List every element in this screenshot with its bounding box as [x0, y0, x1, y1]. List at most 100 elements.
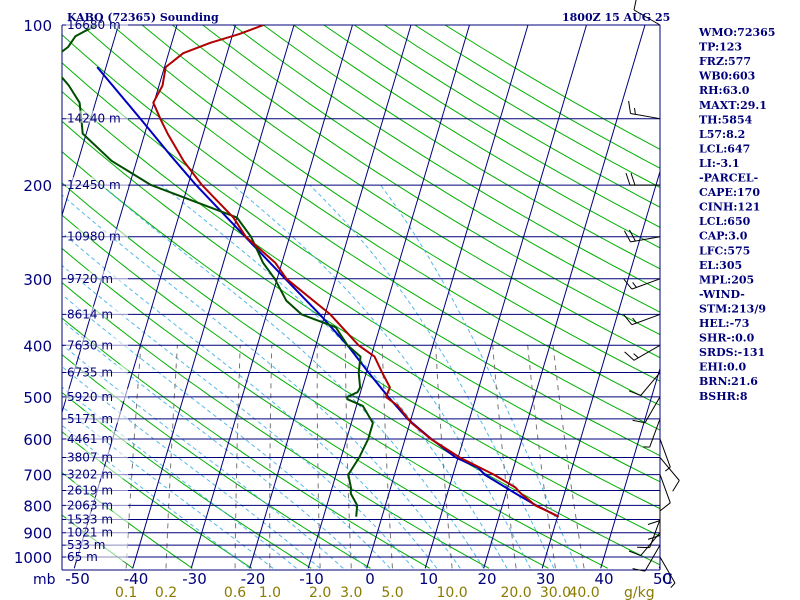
- barb-staff: [649, 519, 661, 548]
- isotherm-line: [132, 25, 295, 569]
- dry-adiabat: [62, 34, 660, 431]
- index-line: LCL:647: [699, 142, 750, 155]
- height-label: 5920 m: [67, 390, 113, 404]
- pressure-label: 1000: [14, 549, 52, 567]
- height-label-bg: [66, 537, 128, 550]
- height-label-bg: [66, 466, 128, 479]
- pressure-label: 100: [23, 17, 52, 35]
- dry-adiabat: [62, 62, 660, 457]
- index-line: BSHR:8: [699, 390, 748, 403]
- height-label: 8614 m: [67, 307, 113, 321]
- height-label-bg: [66, 306, 128, 319]
- height-label: 4461 m: [67, 432, 113, 446]
- height-label: 1021 m: [67, 526, 113, 540]
- index-line: CAPE:170: [699, 186, 760, 199]
- isotherm-line: [483, 25, 646, 569]
- mixing-ratio-label: 1.0: [259, 585, 281, 600]
- barb-flag: [647, 520, 661, 525]
- height-label: 1533 m: [67, 512, 113, 526]
- mixing-ratio-label: 30.0: [540, 585, 571, 600]
- height-label-bg: [66, 228, 128, 241]
- wind-barb: [647, 490, 661, 525]
- dry-adiabat: [202, 25, 660, 313]
- mixing-ratio-unit: g/kg: [624, 585, 655, 600]
- height-label-bg: [66, 270, 128, 283]
- wind-barb: [659, 438, 671, 472]
- wind-barb: [659, 474, 671, 511]
- moist-adiabat: [161, 184, 508, 569]
- barb-flag: [628, 100, 631, 114]
- height-label-bg: [66, 177, 128, 190]
- wind-barb: [632, 396, 661, 424]
- wind-barb: [623, 229, 661, 243]
- moist-adiabat: [100, 184, 485, 569]
- temperature-label: 40: [594, 570, 613, 588]
- index-line: FRZ:577: [699, 55, 751, 68]
- dry-adiabat: [62, 391, 312, 569]
- valid-time: 1800Z 15 AUG 25: [562, 11, 670, 24]
- barb-flag: [660, 502, 671, 511]
- wind-barb: [643, 418, 661, 448]
- height-label-bg: [66, 511, 128, 524]
- mixing-ratio-line: [527, 345, 556, 569]
- pressure-label: 800: [23, 497, 52, 515]
- index-line: STM:213/9: [699, 302, 766, 315]
- barb-half: [664, 466, 671, 472]
- temperature-trace: [152, 25, 560, 518]
- barb-staff: [630, 113, 661, 120]
- mixing-ratio-label: 10.0: [437, 585, 468, 600]
- dry-adiabat: [172, 25, 660, 336]
- barb-staff: [644, 544, 661, 572]
- height-label: 2619 m: [67, 484, 113, 498]
- mixing-ratio-line: [269, 345, 273, 569]
- wind-barb: [628, 372, 661, 396]
- temperature-label: -20: [241, 570, 266, 588]
- index-line: MAXT:29.1: [699, 99, 767, 112]
- wind-barb: [637, 519, 661, 549]
- index-line: WMO:72365: [698, 26, 775, 39]
- height-label: 12450 m: [67, 178, 121, 192]
- dry-adiabat: [62, 120, 660, 510]
- barb-half: [670, 582, 676, 589]
- mixing-ratio-label: 2.0: [309, 585, 331, 600]
- height-label-bg: [66, 364, 128, 377]
- isotherm-lines: [0, 1, 660, 569]
- index-line: HEL:-73: [699, 317, 749, 330]
- isotherm-line: [541, 169, 660, 569]
- barb-staff: [659, 474, 671, 503]
- index-line: TH:5854: [699, 113, 753, 126]
- barb-staff: [633, 9, 661, 26]
- pressure-label: 700: [23, 467, 52, 485]
- height-label-bg: [66, 524, 128, 537]
- height-label: 16680 m: [67, 18, 121, 32]
- isotherm-line: [0, 1, 9, 569]
- moist-adiabat: [62, 424, 250, 569]
- index-line: TP:123: [699, 41, 742, 54]
- wind-barb: [623, 278, 661, 290]
- isotherm-line: [307, 25, 471, 569]
- isotherm-line: [249, 25, 412, 569]
- barb-flag: [632, 419, 646, 424]
- dry-adiabat: [293, 25, 660, 249]
- barb-flag: [625, 172, 631, 186]
- barb-flag: [633, 0, 637, 11]
- isotherm-line: [600, 366, 660, 569]
- pressure-label: 600: [23, 431, 52, 449]
- temperature-unit: C: [662, 570, 672, 588]
- index-line: SRDS:-131: [699, 346, 765, 359]
- barb-flag: [647, 534, 661, 540]
- isotherm-line: [62, 25, 120, 218]
- mixing-ratio-line: [234, 345, 241, 569]
- station-title: KABQ (72365) Sounding: [67, 11, 219, 24]
- barb-flag: [623, 230, 631, 243]
- barb-flag: [623, 278, 633, 290]
- height-label: 3202 m: [67, 468, 113, 482]
- isotherm-line: [366, 25, 529, 569]
- moist-adiabat: [62, 320, 368, 569]
- moist-adiabat: [62, 386, 297, 569]
- dry-adiabat: [263, 25, 660, 270]
- wind-barb: [623, 313, 661, 326]
- index-line: BRN:21.6: [699, 375, 758, 388]
